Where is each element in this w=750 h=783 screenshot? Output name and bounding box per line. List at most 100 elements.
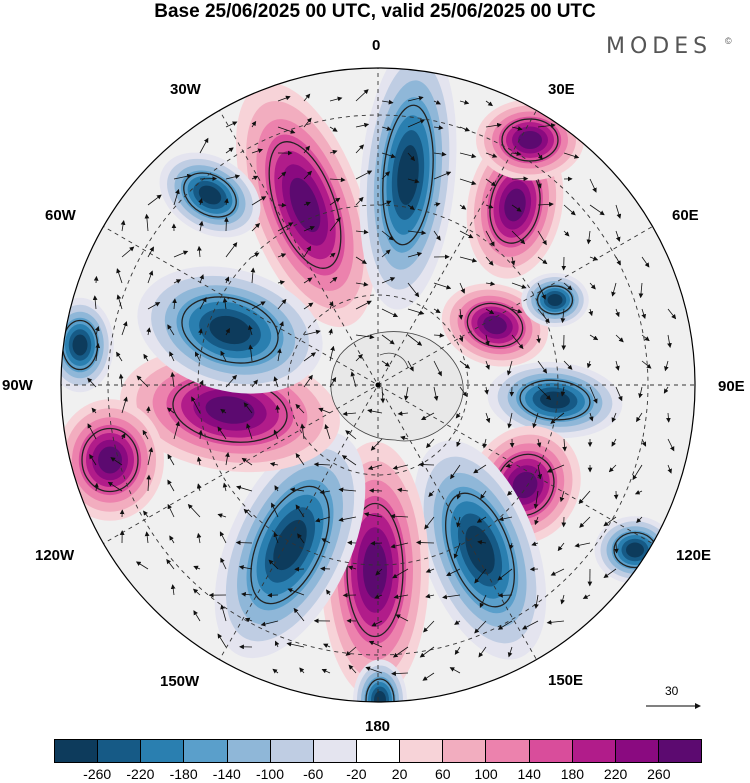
wind-vector-arrow [456,516,461,528]
wind-vector-arrow [197,245,202,258]
wind-vector-arrow [121,321,128,336]
longitude-label-150e: 150E [548,672,584,689]
wind-vector-arrow [338,516,357,522]
wind-vector-arrow [121,246,135,258]
anomaly-contour [363,541,387,599]
wind-vector-arrow [355,144,365,154]
wind-vector-arrow [224,198,229,206]
wind-vector-arrow [559,490,565,503]
wind-vector-arrow [326,589,331,596]
wind-vector-arrow [390,513,409,519]
wind-vector-arrow [615,256,621,266]
wind-vector-arrow [450,464,461,480]
colorbar-swatch [658,740,702,762]
wind-vector-arrow [425,593,435,599]
wind-vector-arrow [303,201,311,207]
colorbar-tick-label: 220 [603,766,628,782]
streamline-contour [536,285,574,315]
streamline-contour [501,118,559,162]
wind-vector-arrow [433,151,447,157]
wind-vector-arrow [293,607,305,622]
wind-vector-arrow [220,604,227,622]
wind-vector-arrow [459,100,470,105]
colorbar-tick-label: 140 [517,766,541,782]
wind-vector-arrow [289,487,305,493]
wind-vector-arrow [505,463,513,468]
wind-vector-arrow [506,360,513,376]
wind-vector-arrow [116,294,123,310]
wind-vector-arrow [634,490,643,495]
wind-vector-arrow [303,117,312,128]
colorbar-tick-label: 60 [435,766,451,782]
wind-vector-arrow [537,282,546,300]
colorbar-swatch [356,740,401,762]
wind-vector-arrow [120,433,126,440]
wind-vector-arrow [199,137,209,154]
wind-vector-arrow [510,256,516,266]
wind-vector-arrow [363,512,383,518]
wind-vector-arrow [87,423,97,440]
wind-vector-arrow [223,217,229,232]
wind-vector-arrow [482,438,488,449]
wind-vector-arrow [546,464,565,473]
wind-vector-arrow [433,125,444,130]
wind-vector-arrow [485,308,495,315]
wind-vector-arrow [196,456,202,466]
wind-vector-arrow [313,462,331,467]
colorbar-tick-label: -260 [83,766,112,782]
wind-vector-arrow [537,178,542,189]
wind-vector-arrow [560,386,566,397]
wind-vector-arrow [236,485,253,492]
wind-vector-arrow [480,490,487,500]
wind-vector-arrow [537,308,550,324]
wind-vector-arrow [507,490,513,496]
wind-vector-arrow [458,334,464,343]
wind-vector-arrow [667,308,677,320]
wind-vector-arrow [615,334,624,343]
wind-vector-arrow [418,462,435,467]
longitude-label-180: 180 [365,718,391,735]
wind-vector-arrow [498,516,513,522]
anomaly-contour [198,185,222,205]
wind-vector-arrow [196,532,202,544]
wind-vector-arrow [365,666,383,674]
wind-vector-arrow [225,328,230,336]
wind-vector-arrow [562,438,567,452]
wind-vector-arrow [147,270,154,284]
wind-vector-arrow [381,230,394,241]
wind-vector-arrow [586,360,592,369]
wind-vector-arrow [222,297,228,310]
wind-vector-arrow [375,568,383,576]
wind-vector-arrow [537,386,552,401]
wind-vector-arrow [107,481,123,492]
wind-vector-arrow [603,568,617,579]
wind-vector-arrow [664,360,669,372]
wind-vector-arrow [199,379,204,388]
wind-vector-arrow [173,173,193,180]
wind-vector-arrow [167,503,175,518]
wind-vector-arrow [355,281,369,287]
wind-vector-arrow [367,408,383,414]
wind-vector-arrow [196,483,202,492]
colorbar [54,739,702,763]
wind-vector-arrow [92,295,98,310]
colorbar-tick-label: -220 [126,766,155,782]
wind-vector-arrow [459,256,478,263]
wind-vector-arrow [303,277,313,284]
wind-vector-arrow [474,568,487,584]
wind-vector-arrow [199,274,204,284]
colorbar-swatch [141,740,185,762]
wind-vector-arrow [303,170,313,180]
wind-vector-arrow [116,351,123,362]
wind-vector-arrow [459,204,467,210]
wind-vector-arrow [295,504,305,518]
wind-vector-arrow [560,308,566,324]
wind-vector-arrow [534,516,539,526]
wind-vector-arrow [319,489,331,495]
colorbar-swatch [227,740,271,762]
wind-vector-arrow [350,371,357,388]
wind-vector-arrow [420,412,435,421]
wind-vector-arrow [277,348,282,362]
wind-vector-arrow [269,461,279,467]
wind-vector-arrow [329,252,336,258]
